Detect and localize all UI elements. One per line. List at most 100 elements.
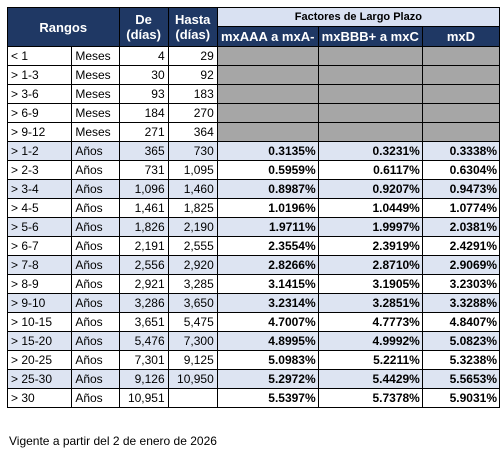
factor-b-cell: 0.6117% — [317, 160, 423, 180]
unidad-cell: Años — [71, 179, 120, 199]
de-cell: 1,461 — [118, 198, 169, 218]
factor-c-cell — [421, 65, 500, 85]
de-cell: 93 — [118, 84, 169, 104]
factor-b-cell: 3.1905% — [317, 274, 423, 294]
table-row: > 3-6 Meses 93 183 — [6, 84, 500, 104]
de-cell: 30 — [118, 65, 169, 85]
de-cell: 9,126 — [118, 369, 169, 389]
table-row: > 9-10 Años 3,286 3,650 3.2314% 3.2851% 3.3288… — [6, 293, 500, 313]
header-hasta-label: Hasta — [174, 12, 211, 27]
rango-cell: > 6-7 — [6, 236, 73, 256]
hasta-cell: 183 — [167, 84, 218, 104]
de-cell: 1,096 — [118, 179, 169, 199]
rango-cell: > 2-3 — [6, 160, 73, 180]
factor-a-cell: 0.3135% — [216, 141, 319, 161]
header-col-a: mxAAA a mxA- — [216, 26, 319, 47]
unidad-cell: Años — [71, 255, 120, 275]
table-row: > 10-15 Años 3,651 5,475 4.7007% 4.7773% 4.840… — [6, 312, 500, 332]
factor-c-cell: 3.2303% — [421, 274, 500, 294]
factor-b-cell: 5.4429% — [317, 369, 423, 389]
table-row: > 6-7 Años 2,191 2,555 2.3554% 2.3919% 2.4291% — [6, 236, 500, 256]
factor-a-cell — [216, 46, 319, 66]
unidad-cell: Años — [71, 160, 120, 180]
factor-a-cell — [216, 84, 319, 104]
factor-b-cell — [317, 84, 423, 104]
factor-b-cell — [317, 46, 423, 66]
unidad-cell: Años — [71, 312, 120, 332]
factor-a-cell: 0.8987% — [216, 179, 319, 199]
factor-a-cell: 4.7007% — [216, 312, 319, 332]
factor-b-cell — [317, 122, 423, 142]
hasta-cell: 5,475 — [167, 312, 218, 332]
factor-b-cell: 2.8710% — [317, 255, 423, 275]
factor-a-cell: 1.9711% — [216, 217, 319, 237]
factor-c-cell: 1.0774% — [421, 198, 500, 218]
table-row: > 1-3 Meses 30 92 — [6, 65, 500, 85]
table-row: > 6-9 Meses 184 270 — [6, 103, 500, 123]
hasta-cell: 1,825 — [167, 198, 218, 218]
header-rangos: Rangos — [7, 7, 120, 47]
rango-cell: > 5-6 — [6, 217, 73, 237]
factor-a-cell: 5.2972% — [216, 369, 319, 389]
factor-b-cell: 5.7378% — [317, 388, 423, 408]
factor-c-cell: 4.8407% — [421, 312, 500, 332]
hasta-cell: 1,095 — [167, 160, 218, 180]
factors-table: Rangos De (días) Hasta (días) Factores d… — [6, 7, 500, 408]
de-cell: 731 — [118, 160, 169, 180]
unidad-cell: Meses — [71, 103, 120, 123]
rango-cell: > 15-20 — [6, 331, 73, 351]
factor-b-cell: 3.2851% — [317, 293, 423, 313]
unidad-cell: Meses — [71, 65, 120, 85]
factor-a-cell: 4.8995% — [216, 331, 319, 351]
factor-c-cell: 5.5653% — [421, 369, 500, 389]
table-row: > 8-9 Años 2,921 3,285 3.1415% 3.1905% 3.2303% — [6, 274, 500, 294]
factor-b-cell — [317, 103, 423, 123]
factor-b-cell: 1.0449% — [317, 198, 423, 218]
factor-a-cell: 0.5959% — [216, 160, 319, 180]
factor-c-cell: 2.4291% — [421, 236, 500, 256]
rango-cell: > 10-15 — [6, 312, 73, 332]
factor-c-cell: 0.9473% — [421, 179, 500, 199]
de-cell: 2,191 — [118, 236, 169, 256]
table-row: > 25-30 Años 9,126 10,950 5.2972% 5.4429% 5.56… — [6, 369, 500, 389]
factor-b-cell: 4.7773% — [317, 312, 423, 332]
factor-b-cell: 4.9992% — [317, 331, 423, 351]
hasta-cell: 2,555 — [167, 236, 218, 256]
table-row: > 2-3 Años 731 1,095 0.5959% 0.6117% 0.6304% — [6, 160, 500, 180]
de-cell: 2,556 — [118, 255, 169, 275]
factor-c-cell: 2.0381% — [421, 217, 500, 237]
header-de-unit: (días) — [126, 27, 161, 42]
factor-c-cell — [421, 122, 500, 142]
hasta-cell: 364 — [167, 122, 218, 142]
hasta-cell: 3,650 — [167, 293, 218, 313]
unidad-cell: Meses — [71, 46, 120, 66]
unidad-cell: Meses — [71, 84, 120, 104]
de-cell: 10,951 — [118, 388, 169, 408]
footnote: Vigente a partir del 2 de enero de 2026 — [9, 434, 217, 448]
rango-cell: > 7-8 — [6, 255, 73, 275]
header-col-c: mxD — [421, 26, 500, 47]
hasta-cell: 10,950 — [167, 369, 218, 389]
unidad-cell: Años — [71, 217, 120, 237]
factor-a-cell: 2.8266% — [216, 255, 319, 275]
table-row: > 5-6 Años 1,826 2,190 1.9711% 1.9997% 2.0381% — [6, 217, 500, 237]
unidad-cell: Años — [71, 350, 120, 370]
rango-cell: > 3-6 — [6, 84, 73, 104]
rango-cell: > 25-30 — [6, 369, 73, 389]
factor-a-cell: 5.0983% — [216, 350, 319, 370]
factor-c-cell: 0.3338% — [421, 141, 500, 161]
hasta-cell: 1,460 — [167, 179, 218, 199]
factor-c-cell: 0.6304% — [421, 160, 500, 180]
unidad-cell: Años — [71, 331, 120, 351]
header-de: De (días) — [118, 7, 169, 47]
factor-c-cell — [421, 103, 500, 123]
hasta-cell — [167, 388, 218, 408]
unidad-cell: Años — [71, 388, 120, 408]
unidad-cell: Meses — [71, 122, 120, 142]
header-col-b: mxBBB+ a mxC — [317, 26, 423, 47]
factor-b-cell: 0.3231% — [317, 141, 423, 161]
rango-cell: > 6-9 — [6, 103, 73, 123]
de-cell: 271 — [118, 122, 169, 142]
hasta-cell: 9,125 — [167, 350, 218, 370]
rango-cell: < 1 — [6, 46, 73, 66]
